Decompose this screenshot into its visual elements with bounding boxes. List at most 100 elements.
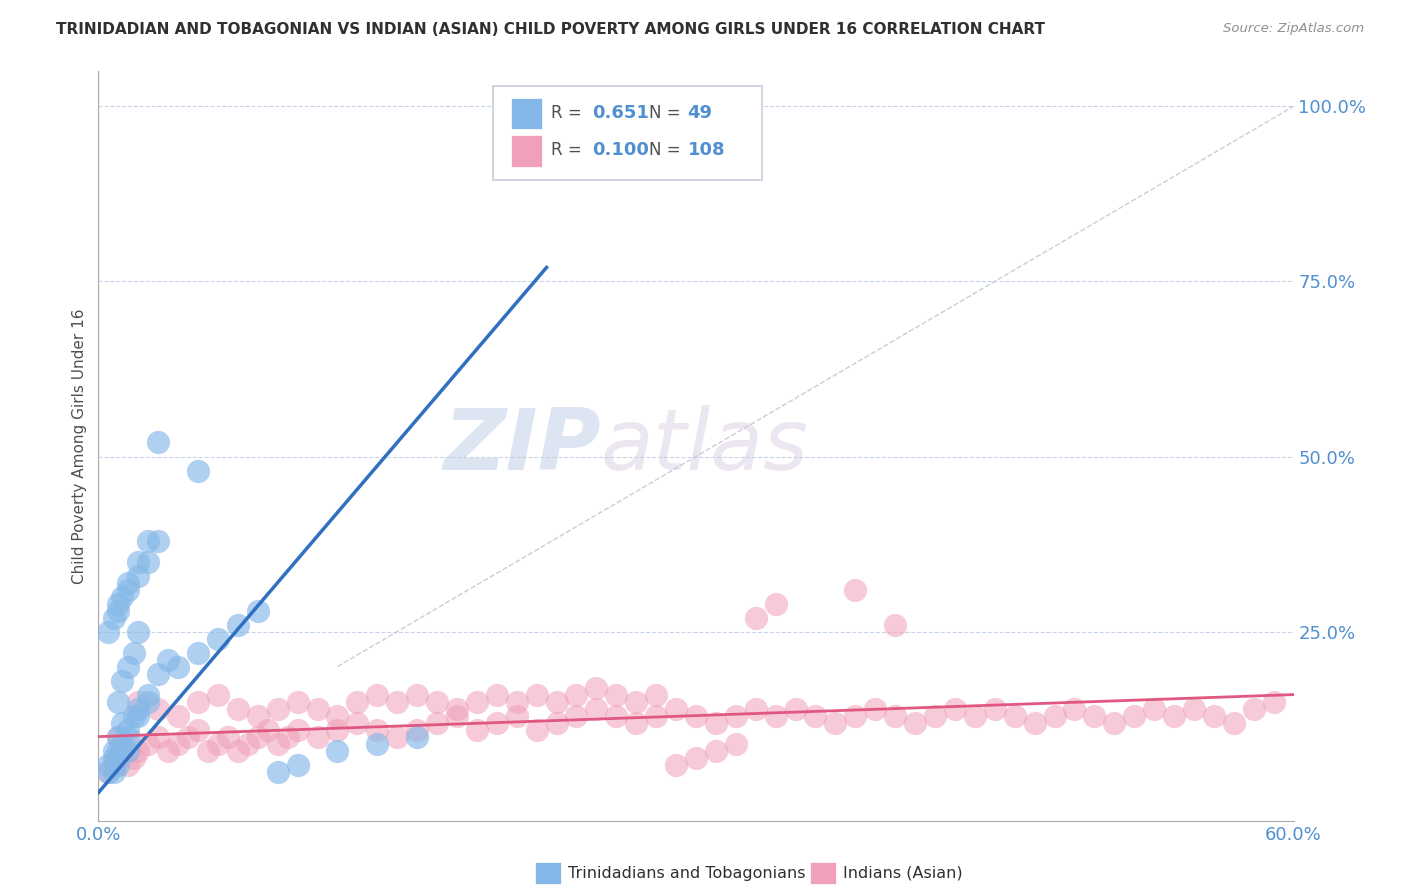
Text: 0.100: 0.100 bbox=[592, 141, 650, 159]
Point bbox=[226, 743, 249, 757]
Text: N =: N = bbox=[650, 103, 681, 121]
Point bbox=[107, 757, 129, 772]
Point bbox=[207, 632, 229, 646]
Point bbox=[645, 688, 668, 702]
Point bbox=[765, 708, 787, 723]
Point bbox=[103, 764, 125, 779]
Point bbox=[136, 533, 159, 548]
Point bbox=[446, 708, 468, 723]
Point bbox=[226, 701, 249, 715]
Point bbox=[704, 743, 727, 757]
Point bbox=[385, 730, 409, 744]
Point bbox=[844, 582, 866, 597]
Point bbox=[765, 597, 787, 611]
Point bbox=[904, 715, 927, 730]
Point bbox=[1243, 701, 1265, 715]
Text: Indians (Asian): Indians (Asian) bbox=[844, 865, 963, 880]
Point bbox=[177, 730, 200, 744]
Y-axis label: Child Poverty Among Girls Under 16: Child Poverty Among Girls Under 16 bbox=[72, 309, 87, 583]
Point bbox=[148, 730, 170, 744]
Point bbox=[136, 555, 159, 569]
Point bbox=[287, 757, 309, 772]
Point bbox=[943, 701, 966, 715]
Point bbox=[785, 701, 807, 715]
Point bbox=[406, 688, 429, 702]
Point bbox=[117, 730, 139, 744]
Point bbox=[1143, 701, 1166, 715]
Point bbox=[148, 435, 170, 450]
Point bbox=[111, 743, 134, 757]
Point bbox=[117, 757, 139, 772]
Point bbox=[366, 688, 388, 702]
Point bbox=[97, 757, 120, 772]
Point bbox=[426, 695, 449, 709]
Point bbox=[107, 695, 129, 709]
Point bbox=[256, 723, 278, 737]
Point bbox=[117, 743, 139, 757]
Text: Trinidadians and Tobagonians: Trinidadians and Tobagonians bbox=[568, 865, 806, 880]
Point bbox=[526, 688, 548, 702]
Text: TRINIDADIAN AND TOBAGONIAN VS INDIAN (ASIAN) CHILD POVERTY AMONG GIRLS UNDER 16 : TRINIDADIAN AND TOBAGONIAN VS INDIAN (AS… bbox=[56, 22, 1045, 37]
Point bbox=[107, 730, 129, 744]
Point bbox=[406, 723, 429, 737]
Point bbox=[485, 715, 508, 730]
Point bbox=[187, 646, 209, 660]
Text: 108: 108 bbox=[688, 141, 725, 159]
Point bbox=[1004, 708, 1026, 723]
Point bbox=[465, 723, 488, 737]
Bar bbox=[534, 862, 561, 884]
Point bbox=[117, 575, 139, 590]
Point bbox=[111, 590, 134, 604]
Point bbox=[287, 723, 309, 737]
Point bbox=[148, 533, 170, 548]
Point bbox=[626, 715, 648, 730]
Point bbox=[111, 715, 134, 730]
Point bbox=[103, 750, 125, 764]
Point bbox=[485, 688, 508, 702]
Point bbox=[1202, 708, 1225, 723]
Point bbox=[148, 701, 170, 715]
Point bbox=[111, 673, 134, 688]
Point bbox=[136, 688, 159, 702]
Point bbox=[366, 723, 388, 737]
FancyBboxPatch shape bbox=[510, 135, 541, 167]
Point bbox=[187, 463, 209, 477]
Point bbox=[346, 715, 368, 730]
Point bbox=[97, 764, 120, 779]
Point bbox=[267, 701, 290, 715]
Point bbox=[963, 708, 986, 723]
Text: 49: 49 bbox=[688, 103, 713, 121]
Point bbox=[844, 708, 866, 723]
Text: N =: N = bbox=[650, 141, 681, 159]
Point bbox=[136, 695, 159, 709]
Point bbox=[704, 715, 727, 730]
Point bbox=[197, 743, 219, 757]
Point bbox=[124, 750, 146, 764]
Point bbox=[426, 715, 449, 730]
Point bbox=[385, 695, 409, 709]
Point bbox=[506, 708, 529, 723]
Point bbox=[148, 666, 170, 681]
Point bbox=[1063, 701, 1085, 715]
Point bbox=[107, 597, 129, 611]
Point bbox=[865, 701, 887, 715]
Point bbox=[236, 737, 259, 751]
Text: 0.651: 0.651 bbox=[592, 103, 650, 121]
Point bbox=[824, 715, 846, 730]
Point bbox=[217, 730, 239, 744]
Point bbox=[506, 695, 529, 709]
Point bbox=[107, 603, 129, 617]
Point bbox=[884, 617, 907, 632]
Point bbox=[167, 737, 190, 751]
Point bbox=[585, 681, 607, 695]
Point bbox=[1043, 708, 1066, 723]
Point bbox=[107, 743, 129, 757]
Point bbox=[665, 757, 688, 772]
Point bbox=[117, 723, 139, 737]
Point bbox=[107, 730, 129, 744]
Point bbox=[1123, 708, 1146, 723]
Point bbox=[724, 737, 747, 751]
Point bbox=[924, 708, 946, 723]
Point bbox=[526, 723, 548, 737]
Point bbox=[645, 708, 668, 723]
